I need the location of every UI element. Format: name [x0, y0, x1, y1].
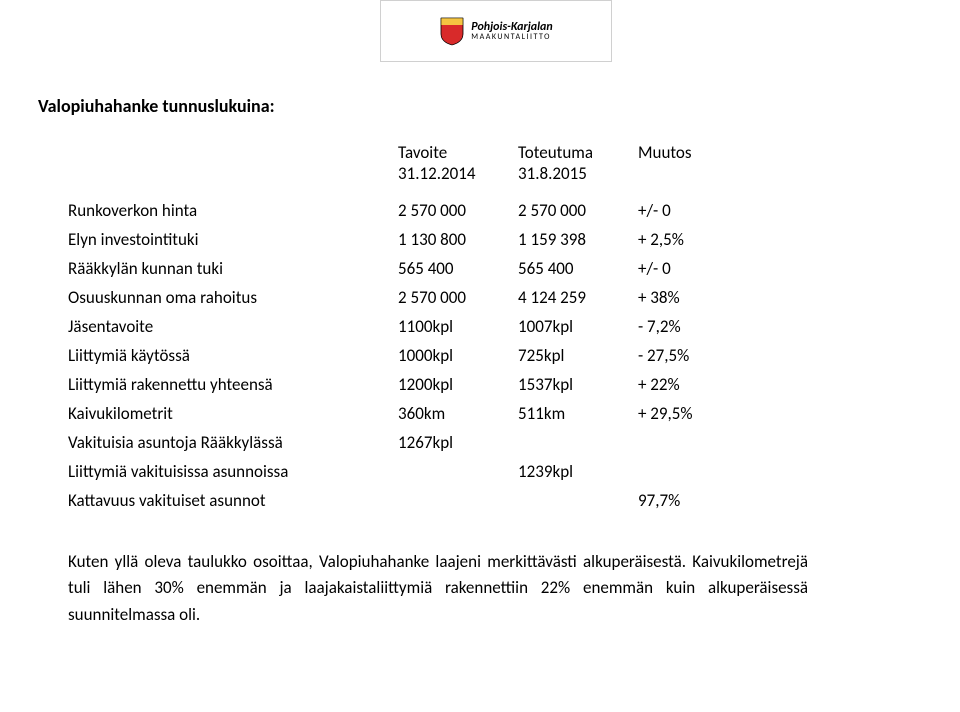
row-tavoite	[398, 457, 518, 486]
row-tavoite: 1100kpl	[398, 312, 518, 341]
row-toteutuma: 2 570 000	[518, 196, 638, 225]
row-label: Liittymiä vakituisissa asunnoissa	[68, 457, 398, 486]
row-label: Vakituisia asuntoja Rääkkylässä	[68, 428, 398, 457]
table-row: Liittymiä rakennettu yhteensä1200kpl1537…	[68, 370, 738, 399]
row-tavoite: 1267kpl	[398, 428, 518, 457]
summary-paragraph: Kuten yllä oleva taulukko osoittaa, Valo…	[68, 549, 808, 628]
row-label: Osuuskunnan oma rahoitus	[68, 283, 398, 312]
table-row: Liittymiä vakituisissa asunnoissa 1239kpl	[68, 457, 738, 486]
figures-table: Tavoite 31.12.2014 Toteutuma 31.8.2015 M…	[68, 137, 738, 515]
row-muutos: + 29,5%	[638, 399, 738, 428]
row-label: Rääkkylän kunnan tuki	[68, 254, 398, 283]
row-tavoite: 1000kpl	[398, 341, 518, 370]
table-row: Jäsentavoite1100kpl1007kpl- 7,2%	[68, 312, 738, 341]
table-row: Rääkkylän kunnan tuki565 400565 400+/- 0	[68, 254, 738, 283]
table-row: Vakituisia asuntoja Rääkkylässä1267kpl	[68, 428, 738, 457]
table-row: Elyn investointituki1 130 8001 159 398+ …	[68, 225, 738, 254]
th-tavoite: Tavoite 31.12.2014	[398, 137, 518, 196]
header-logo-box: Pohjois-Karjalan MAAKUNTALIITTO	[380, 0, 612, 62]
row-tavoite: 2 570 000	[398, 283, 518, 312]
row-muutos: +/- 0	[638, 196, 738, 225]
row-toteutuma: 1 159 398	[518, 225, 638, 254]
row-tavoite: 565 400	[398, 254, 518, 283]
row-muutos	[638, 428, 738, 457]
table-row: Runkoverkon hinta2 570 0002 570 000+/- 0	[68, 196, 738, 225]
row-tavoite: 1200kpl	[398, 370, 518, 399]
row-muutos	[638, 457, 738, 486]
row-label: Runkoverkon hinta	[68, 196, 398, 225]
row-muutos: - 7,2%	[638, 312, 738, 341]
th-empty	[68, 137, 398, 196]
th-tavoite-1: Tavoite	[398, 142, 447, 163]
th-toteutuma-2: 31.8.2015	[518, 163, 587, 184]
row-toteutuma: 4 124 259	[518, 283, 638, 312]
row-muutos: + 2,5%	[638, 225, 738, 254]
row-toteutuma: 511km	[518, 399, 638, 428]
row-label: Elyn investointituki	[68, 225, 398, 254]
row-toteutuma: 1007kpl	[518, 312, 638, 341]
row-toteutuma: 565 400	[518, 254, 638, 283]
document-content: Valopiuhahanke tunnuslukuina: Tavoite 31…	[38, 95, 860, 628]
row-muutos: +/- 0	[638, 254, 738, 283]
table-row: Osuuskunnan oma rahoitus2 570 0004 124 2…	[68, 283, 738, 312]
logo: Pohjois-Karjalan MAAKUNTALIITTO	[439, 16, 552, 46]
row-toteutuma: 1537kpl	[518, 370, 638, 399]
row-muutos: 97,7%	[638, 486, 738, 515]
row-tavoite: 2 570 000	[398, 196, 518, 225]
row-tavoite	[398, 486, 518, 515]
th-toteutuma: Toteutuma 31.8.2015	[518, 137, 638, 196]
th-toteutuma-1: Toteutuma	[518, 142, 593, 163]
table-row: Kaivukilometrit360km511km+ 29,5%	[68, 399, 738, 428]
th-tavoite-2: 31.12.2014	[398, 163, 476, 184]
row-label: Jäsentavoite	[68, 312, 398, 341]
row-label: Liittymiä käytössä	[68, 341, 398, 370]
page-title: Valopiuhahanke tunnuslukuina:	[38, 95, 860, 117]
row-toteutuma	[518, 428, 638, 457]
row-label: Kaivukilometrit	[68, 399, 398, 428]
row-muutos: - 27,5%	[638, 341, 738, 370]
row-toteutuma: 725kpl	[518, 341, 638, 370]
row-toteutuma	[518, 486, 638, 515]
row-label: Liittymiä rakennettu yhteensä	[68, 370, 398, 399]
shield-icon	[439, 16, 465, 46]
row-tavoite: 1 130 800	[398, 225, 518, 254]
table-row: Liittymiä käytössä1000kpl725kpl- 27,5%	[68, 341, 738, 370]
row-muutos: + 38%	[638, 283, 738, 312]
row-muutos: + 22%	[638, 370, 738, 399]
row-toteutuma: 1239kpl	[518, 457, 638, 486]
row-tavoite: 360km	[398, 399, 518, 428]
logo-line2: MAAKUNTALIITTO	[471, 33, 552, 41]
th-muutos: Muutos	[638, 137, 738, 196]
row-label: Kattavuus vakituiset asunnot	[68, 486, 398, 515]
table-row: Kattavuus vakituiset asunnot 97,7%	[68, 486, 738, 515]
